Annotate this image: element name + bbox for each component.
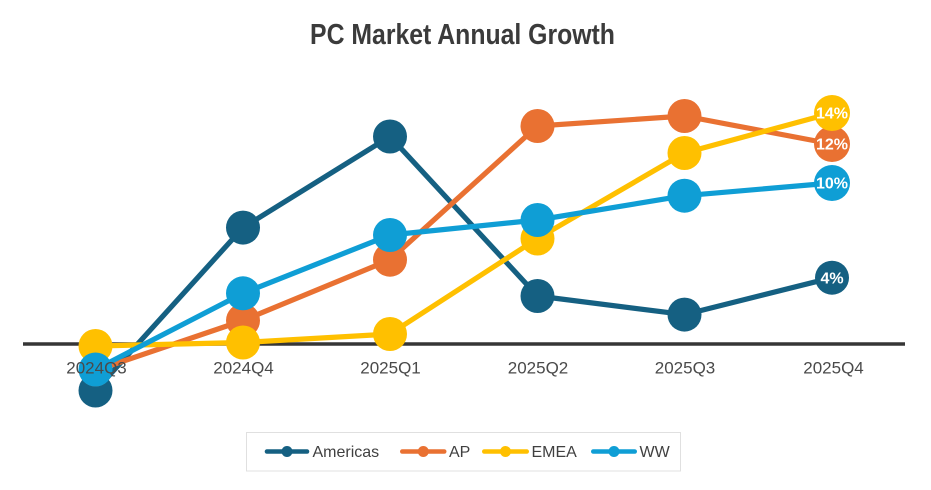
svg-text:2025Q1: 2025Q1	[360, 359, 421, 378]
svg-text:Americas: Americas	[313, 444, 380, 461]
svg-text:4%: 4%	[820, 270, 843, 287]
svg-text:AP: AP	[449, 444, 470, 461]
svg-text:2025Q3: 2025Q3	[655, 359, 716, 378]
svg-text:WW: WW	[640, 444, 671, 461]
svg-text:10%: 10%	[816, 176, 848, 193]
svg-text:2025Q2: 2025Q2	[508, 359, 569, 378]
svg-text:2024Q4: 2024Q4	[213, 359, 274, 378]
svg-text:12%: 12%	[816, 137, 848, 154]
svg-text:2024Q3: 2024Q3	[66, 359, 127, 378]
svg-text:14%: 14%	[816, 106, 848, 123]
svg-text:PC Market Annual Growth: PC Market Annual Growth	[310, 18, 615, 50]
svg-text:2025Q4: 2025Q4	[803, 359, 864, 378]
svg-text:EMEA: EMEA	[532, 444, 578, 461]
